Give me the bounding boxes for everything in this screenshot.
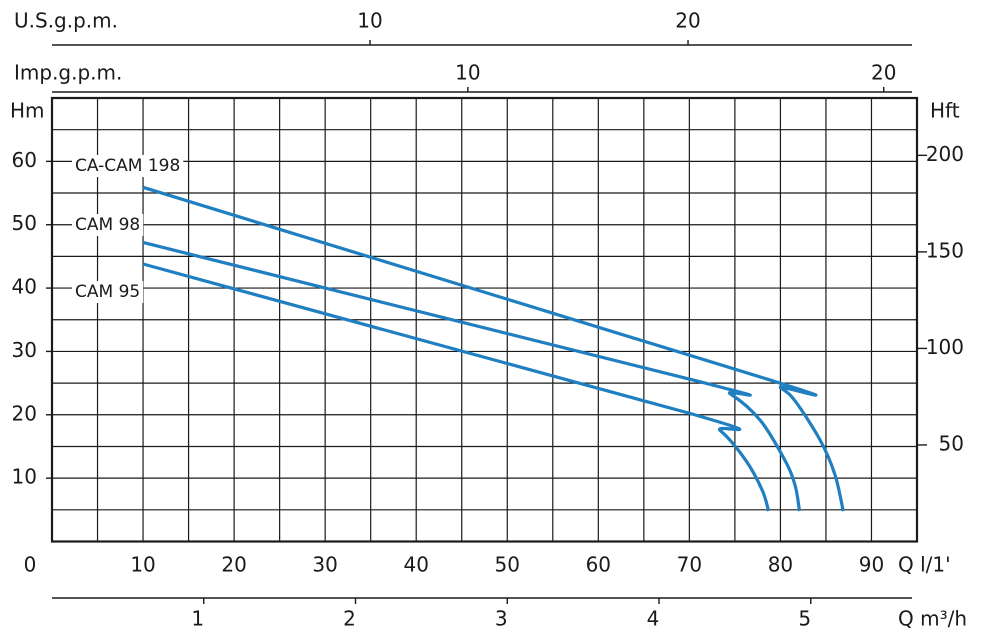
secondary-tick-label: 20 xyxy=(675,9,700,33)
x-tick-label: 40 xyxy=(403,553,428,577)
secondary-tick-label: 3 xyxy=(495,607,508,631)
curve-label: CAM 98 xyxy=(75,215,140,235)
y2-tick-label: 200 xyxy=(926,142,964,166)
y-tick-label: 30 xyxy=(12,338,37,362)
pump-curve xyxy=(142,262,771,512)
x-tick-label: 10 xyxy=(130,553,155,577)
curve-label-bg xyxy=(72,214,144,236)
secondary-tick-label: 10 xyxy=(455,61,480,85)
secondary-tick-label: 10 xyxy=(357,9,382,33)
y2-tick-label: 100 xyxy=(926,335,964,359)
secondary-tick-label: 4 xyxy=(647,607,660,631)
x-tick-label: 50 xyxy=(495,553,520,577)
secondary-axis-label: Imp.g.p.m. xyxy=(14,61,122,85)
pump-curve xyxy=(142,240,802,512)
plot-frame xyxy=(50,96,919,543)
secondary-tick-label: 1 xyxy=(191,607,204,631)
curve-label-bg xyxy=(72,281,144,303)
secondary-tick-label: 20 xyxy=(871,61,896,85)
secondary-axis-label: U.S.g.p.m. xyxy=(14,9,118,33)
curve-label: CA-CAM 198 xyxy=(75,156,180,176)
x-tick-label: 70 xyxy=(677,553,702,577)
y-tick-label: 40 xyxy=(12,275,37,299)
x-axis-label: Q l/1' xyxy=(898,553,951,577)
y2-axis-label: Hft xyxy=(930,99,960,123)
x-tick-label: 60 xyxy=(586,553,611,577)
x-tick-label: 0 xyxy=(24,553,37,577)
y-axis-label: Hm xyxy=(10,99,45,123)
secondary-axis-label: Q m³/h xyxy=(898,607,967,631)
y2-tick-label: 150 xyxy=(926,238,964,262)
secondary-tick-label: 5 xyxy=(798,607,811,631)
x-tick-label: 80 xyxy=(768,553,793,577)
curve-label-bg xyxy=(72,155,184,177)
y-tick-label: 20 xyxy=(12,401,37,425)
x-tick-label: 20 xyxy=(221,553,246,577)
y2-tick-label: 50 xyxy=(939,431,964,455)
y-tick-label: 50 xyxy=(12,211,37,235)
x-tick-label: 30 xyxy=(312,553,337,577)
secondary-tick-label: 2 xyxy=(343,607,356,631)
curve-label: CAM 95 xyxy=(75,282,140,302)
y-tick-label: 10 xyxy=(12,465,37,489)
x-tick-label: 90 xyxy=(859,553,884,577)
y-tick-label: 60 xyxy=(12,148,37,172)
pump-curve xyxy=(142,185,845,512)
